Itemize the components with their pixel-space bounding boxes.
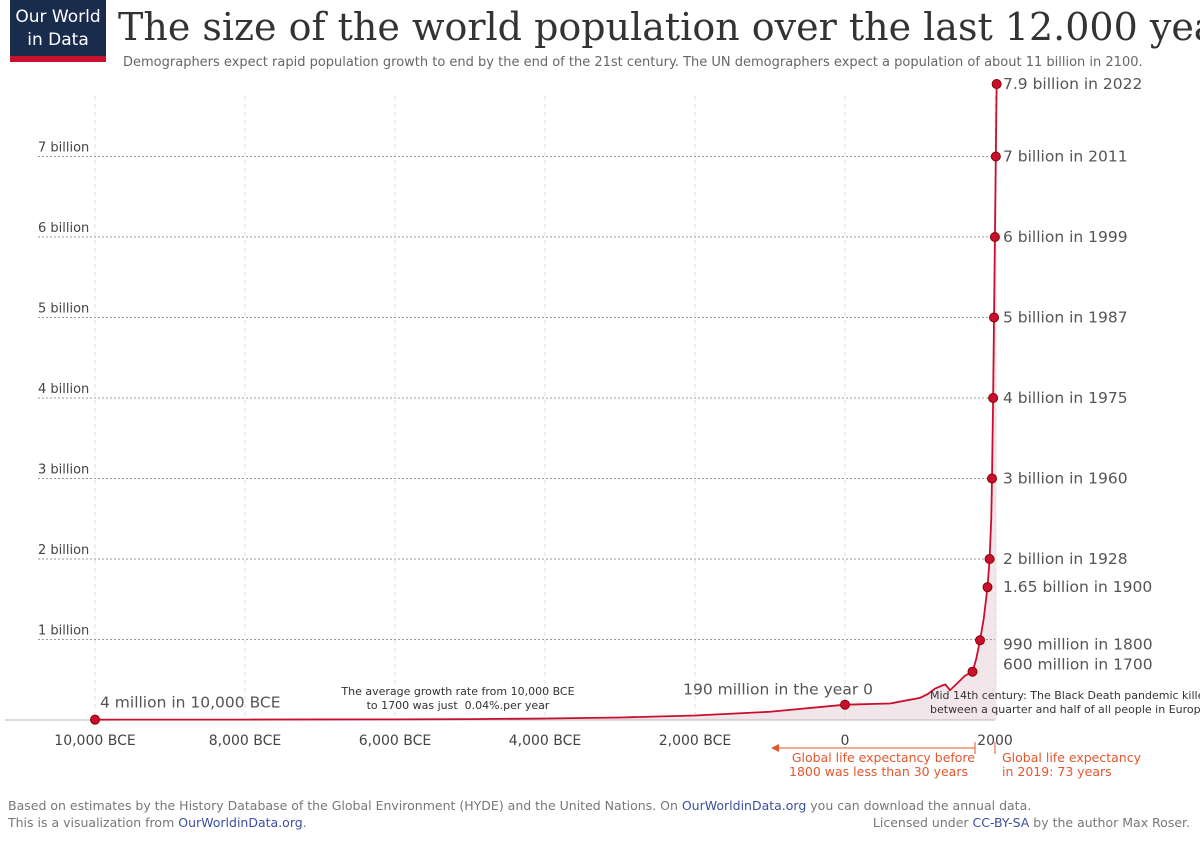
- chart-title: The size of the world population over th…: [118, 5, 1200, 49]
- logo-box: [10, 0, 106, 56]
- arrow-head: [771, 744, 779, 752]
- annotation: Global life expectancy: [1002, 750, 1142, 765]
- x-tick-label: 8,000 BCE: [209, 733, 282, 749]
- point-label: 3 billion in 1960: [1003, 470, 1128, 488]
- point-label: 4 billion in 1975: [1003, 389, 1128, 407]
- y-tick-label: 5 billion: [38, 302, 89, 317]
- area: [95, 84, 997, 721]
- point-label: 2 billion in 1928: [1003, 550, 1128, 568]
- y-tick-label: 2 billion: [38, 543, 89, 558]
- data-point: [984, 554, 995, 564]
- data-point: [987, 473, 997, 484]
- data-point: [90, 714, 100, 725]
- plot: 1 billion 2 billion 3 billion 4 billion 5 bi…: [5, 75, 1200, 749]
- y-tick-label: 6 billion: [38, 221, 89, 236]
- footer-text: This is a visualization from: [7, 815, 178, 830]
- footer: This is a visualization from OurWorldinD…: [7, 815, 307, 830]
- annotation: in 2019: 73 years: [1002, 764, 1112, 779]
- point-label: 7.9 billion in 2022: [1003, 75, 1142, 93]
- point-label: 6 billion in 1999: [1003, 228, 1128, 246]
- link[interactable]: OurWorldinData.org: [178, 815, 302, 830]
- point-label: 7 billion in 2011: [1003, 148, 1128, 166]
- footer: Licensed under CC-BY-SA by the author Ma…: [873, 815, 1190, 830]
- x-tick-label: 2000: [977, 733, 1013, 749]
- footer-text: Based on estimates by the History Databa…: [8, 798, 682, 813]
- x-tick-label: 0: [841, 733, 850, 749]
- link[interactable]: OurWorldinData.org: [682, 798, 806, 813]
- y-tick-label: 4 billion: [38, 382, 89, 397]
- annotation: Mid 14th century: The Black Death pandem…: [930, 689, 1200, 702]
- annotation: to 1700 was just 0.04%.per year: [367, 699, 550, 712]
- annotation: Global life expectancy before: [792, 750, 975, 765]
- point-label: 190 million in the year 0: [683, 681, 873, 699]
- footer-text: by the author Max Roser.: [1029, 815, 1190, 830]
- logo-bar: [10, 56, 106, 62]
- data-point: [990, 151, 1001, 162]
- data-point: [991, 79, 1002, 90]
- logo-line: Our World: [15, 7, 100, 27]
- point-label: 1.65 billion in 1900: [1003, 578, 1152, 596]
- link[interactable]: CC-BY-SA: [973, 815, 1030, 830]
- y-tick-label: 3 billion: [38, 463, 89, 478]
- footer-text: .: [303, 815, 307, 830]
- footer-text: Licensed under: [873, 815, 973, 830]
- data-point: [967, 666, 978, 677]
- point-label: 4 million in 10,000 BCE: [100, 694, 281, 712]
- chart-subtitle: Demographers expect rapid population gro…: [123, 55, 1143, 70]
- data-point: [982, 582, 993, 593]
- point-label: 600 million in 1700: [1003, 656, 1153, 674]
- x-tick-label: 10,000 BCE: [54, 733, 135, 749]
- footer: Based on estimates by the History Databa…: [8, 798, 1031, 813]
- annotation: The average growth rate from 10,000 BCE: [340, 685, 574, 698]
- y-tick-label: 7 billion: [38, 141, 89, 156]
- data-point: [840, 699, 850, 710]
- annotation: 1800 was less than 30 years: [789, 764, 968, 779]
- x-tick-label: 4,000 BCE: [509, 733, 582, 749]
- point-label: 990 million in 1800: [1003, 635, 1153, 653]
- line: [94, 84, 998, 721]
- x-tick-label: 2,000 BCE: [659, 733, 732, 749]
- y-tick-label: 1 billion: [38, 624, 89, 639]
- logo-line: in Data: [27, 30, 89, 50]
- data-point: [988, 393, 999, 403]
- footer-text: you can download the annual data.: [806, 798, 1031, 813]
- data-point: [989, 232, 1000, 242]
- point-label: 5 billion in 1987: [1003, 309, 1128, 327]
- data-point: [975, 635, 985, 646]
- annotation: between a quarter and half of all people…: [930, 703, 1200, 716]
- data-point: [989, 312, 1000, 323]
- x-tick-label: 6,000 BCE: [359, 733, 432, 749]
